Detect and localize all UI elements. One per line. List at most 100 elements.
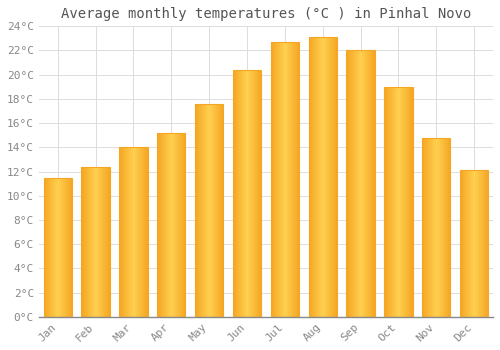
Bar — [358, 50, 359, 317]
Bar — [68, 177, 69, 317]
Bar — [322, 37, 324, 317]
Bar — [136, 147, 137, 317]
Bar — [138, 147, 139, 317]
Bar — [167, 133, 168, 317]
Bar — [85, 167, 86, 317]
Bar — [106, 167, 107, 317]
Bar — [182, 133, 183, 317]
Bar — [334, 37, 335, 317]
Bar — [137, 147, 138, 317]
Bar — [157, 133, 158, 317]
Bar — [407, 87, 408, 317]
Bar — [428, 138, 429, 317]
Bar — [163, 133, 164, 317]
Bar — [282, 42, 283, 317]
Bar — [285, 42, 286, 317]
Bar — [294, 42, 295, 317]
Bar — [346, 50, 375, 317]
Bar — [422, 138, 450, 317]
Bar — [402, 87, 403, 317]
Bar — [179, 133, 180, 317]
Bar — [90, 167, 91, 317]
Bar — [424, 138, 425, 317]
Bar — [426, 138, 427, 317]
Bar — [388, 87, 389, 317]
Bar — [357, 50, 358, 317]
Bar — [466, 170, 468, 317]
Bar — [239, 70, 240, 317]
Bar — [384, 87, 412, 317]
Bar — [442, 138, 443, 317]
Bar — [273, 42, 274, 317]
Bar — [129, 147, 130, 317]
Bar — [217, 104, 218, 317]
Bar — [392, 87, 394, 317]
Bar — [108, 167, 109, 317]
Bar — [477, 170, 478, 317]
Bar — [320, 37, 321, 317]
Bar — [233, 70, 261, 317]
Bar — [387, 87, 388, 317]
Bar — [105, 167, 106, 317]
Bar — [120, 147, 121, 317]
Bar — [423, 138, 424, 317]
Bar — [184, 133, 185, 317]
Bar — [278, 42, 279, 317]
Bar — [215, 104, 216, 317]
Bar — [364, 50, 365, 317]
Bar — [352, 50, 353, 317]
Bar — [370, 50, 371, 317]
Bar — [132, 147, 133, 317]
Bar — [324, 37, 325, 317]
Bar — [483, 170, 484, 317]
Bar — [204, 104, 205, 317]
Bar — [403, 87, 404, 317]
Bar — [441, 138, 442, 317]
Bar — [479, 170, 480, 317]
Bar — [308, 37, 337, 317]
Bar — [330, 37, 331, 317]
Bar — [431, 138, 432, 317]
Bar — [246, 70, 247, 317]
Bar — [316, 37, 317, 317]
Bar — [243, 70, 244, 317]
Bar — [181, 133, 182, 317]
Bar — [351, 50, 352, 317]
Bar — [432, 138, 433, 317]
Bar — [212, 104, 213, 317]
Bar — [486, 170, 487, 317]
Bar — [410, 87, 411, 317]
Bar — [158, 133, 159, 317]
Bar — [88, 167, 89, 317]
Bar — [371, 50, 372, 317]
Bar — [176, 133, 177, 317]
Bar — [234, 70, 235, 317]
Bar — [476, 170, 477, 317]
Bar — [256, 70, 257, 317]
Bar — [87, 167, 88, 317]
Bar — [329, 37, 330, 317]
Bar — [126, 147, 127, 317]
Bar — [312, 37, 313, 317]
Bar — [130, 147, 131, 317]
Bar — [125, 147, 126, 317]
Bar — [161, 133, 162, 317]
Bar — [122, 147, 123, 317]
Bar — [100, 167, 102, 317]
Bar — [104, 167, 105, 317]
Bar — [346, 50, 347, 317]
Bar — [69, 177, 70, 317]
Bar — [63, 177, 64, 317]
Bar — [127, 147, 128, 317]
Bar — [166, 133, 167, 317]
Bar — [469, 170, 470, 317]
Bar — [223, 104, 224, 317]
Bar — [391, 87, 392, 317]
Bar — [331, 37, 332, 317]
Bar — [354, 50, 355, 317]
Bar — [58, 177, 59, 317]
Bar — [92, 167, 94, 317]
Bar — [473, 170, 474, 317]
Bar — [440, 138, 441, 317]
Bar — [162, 133, 163, 317]
